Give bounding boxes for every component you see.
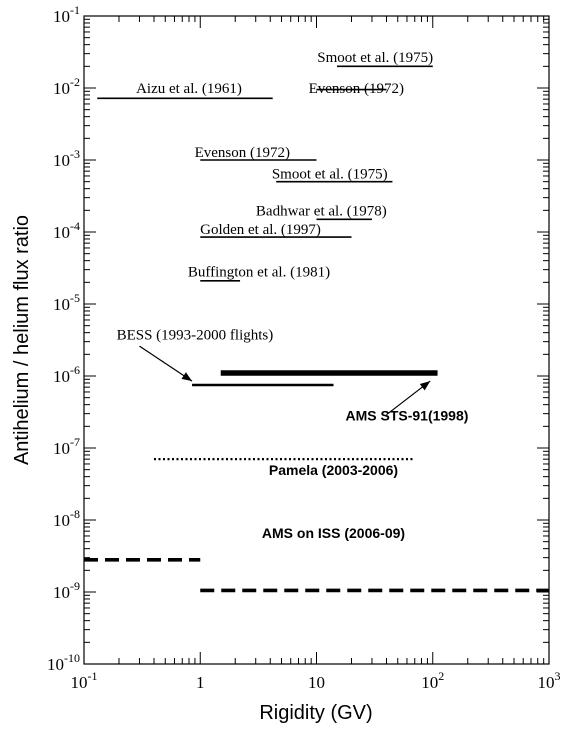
y-ticks: 10-10 10-9 10-8 10-7 10-6 10-5 10-4 10-3 10-2 10-…	[47, 3, 549, 674]
y-tick-label: 10-1	[53, 3, 80, 26]
arrow-head	[419, 381, 431, 391]
x-tick-label: 10	[308, 673, 325, 692]
x-tick-label: 102	[421, 669, 444, 692]
plot-area	[83, 15, 550, 665]
y-tick-label: 10-5	[53, 291, 80, 314]
annotation-label: Smoot et al. (1975)	[317, 50, 433, 66]
y-tick-label: 10-3	[53, 147, 80, 170]
annotation-label: Smoot et al. (1975)	[272, 167, 388, 183]
annotations: Smoot et al. (1975) Aizu et al. (1961) Eve…	[117, 50, 469, 541]
y-axis-title: Antihelium / helium flux ratio	[11, 215, 33, 465]
annotation-label: Evenson (1972)	[195, 145, 290, 161]
y-tick-label: 10-9	[53, 579, 80, 602]
annotation-label: AMS STS-91(1998)	[345, 408, 468, 424]
annotation-label: Buffington et al. (1981)	[188, 265, 330, 281]
arrows	[139, 345, 431, 416]
annotation-label: Evenson (1972)	[309, 81, 404, 97]
y-tick-label: 10-2	[53, 75, 80, 98]
arrow-head	[181, 372, 193, 382]
annotation-label: Golden et al. (1997)	[200, 222, 321, 238]
annotation-label: AMS on ISS (2006-09)	[262, 525, 405, 541]
y-tick-label: 10-8	[53, 507, 80, 530]
series-lines	[84, 65, 549, 593]
annotation-label: Pamela (2003-2006)	[269, 462, 398, 478]
x-ticks: 10-1 1 10 102 103	[71, 16, 561, 692]
annotation-label: Badhwar et al. (1978)	[256, 203, 387, 219]
annotation-label: BESS (1993-2000 flights)	[117, 328, 274, 344]
y-tick-label: 10-4	[53, 219, 80, 242]
x-tick-label: 103	[538, 669, 561, 692]
y-tick-label: 10-6	[53, 363, 80, 386]
y-tick-label: 10-10	[47, 651, 80, 674]
x-axis-title: Rigidity (GV)	[259, 702, 372, 724]
annotation-label: Aizu et al. (1961)	[136, 81, 242, 97]
x-tick-label: 1	[196, 673, 205, 692]
x-tick-label: 10-1	[71, 669, 98, 692]
arrow-shaft	[139, 345, 193, 382]
y-tick-label: 10-7	[53, 435, 80, 458]
